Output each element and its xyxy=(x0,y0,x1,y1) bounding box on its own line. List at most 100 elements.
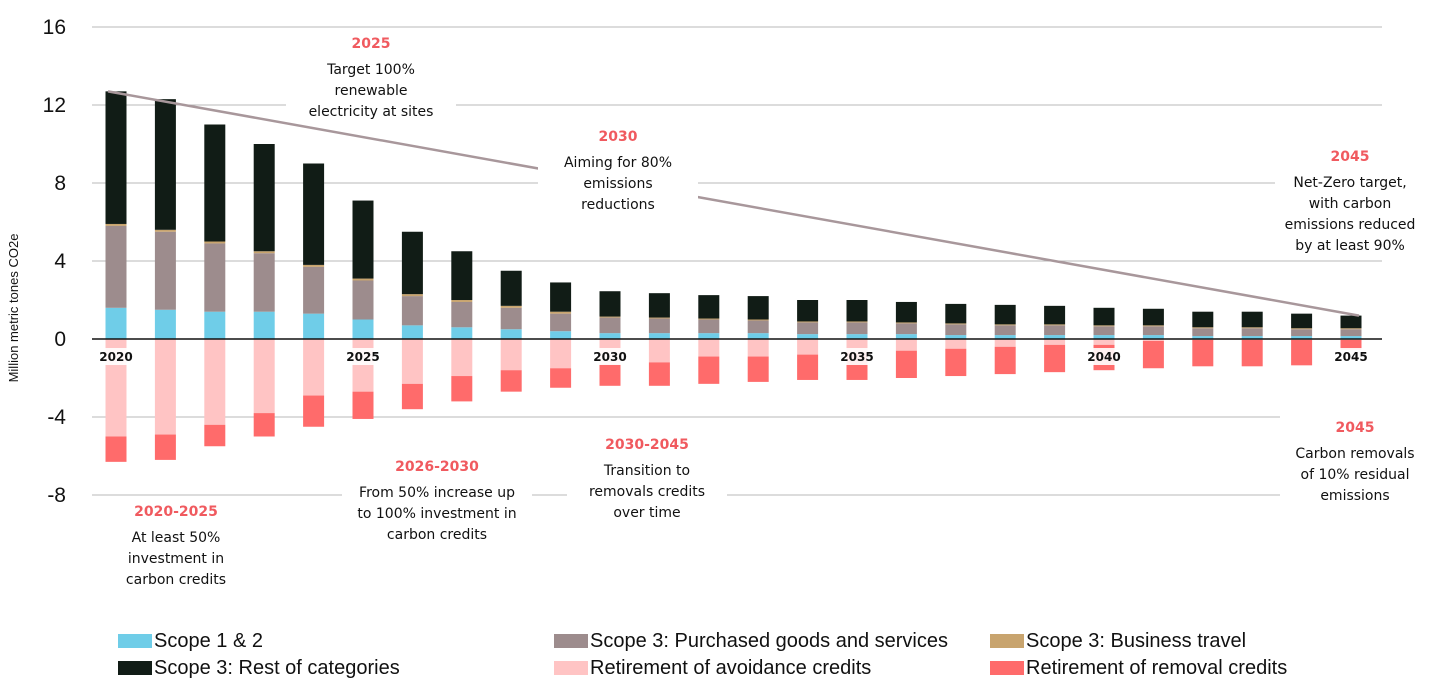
bar-segment-2042-s2 xyxy=(1192,327,1214,329)
bar-segment-2025-s4 xyxy=(352,339,374,392)
bar-segment-2020-s5 xyxy=(105,436,127,462)
bar-segment-2028-s5 xyxy=(500,370,522,392)
bar-segment-2031-s4 xyxy=(648,339,670,363)
bars xyxy=(105,91,1362,462)
annotation-line: Carbon removals xyxy=(1295,446,1414,462)
bar-segment-2037-s3 xyxy=(945,303,967,324)
annotation-bg xyxy=(342,453,532,538)
bar-segment-2036-s1 xyxy=(895,323,917,335)
bar-segment-2039-s0 xyxy=(1044,335,1066,339)
annotation-line: emissions reduced xyxy=(1285,217,1416,233)
bar-segment-2031-s3 xyxy=(648,293,670,318)
legend-item: Scope 3: Business travel xyxy=(990,628,1246,654)
bar-segment-2043-s3 xyxy=(1241,311,1263,328)
bar-segment-2042-s0 xyxy=(1192,336,1214,339)
bar-segment-2044-s1 xyxy=(1291,329,1313,337)
bar-segment-2024-s4 xyxy=(303,339,325,396)
bar-segment-2020-s1 xyxy=(105,225,127,308)
bar-segment-2028-s0 xyxy=(500,329,522,339)
annotation-bg xyxy=(1280,414,1430,499)
bar-segment-2029-s0 xyxy=(550,331,572,339)
bar-segment-2039-s4 xyxy=(1044,339,1066,345)
bar-segment-2023-s2 xyxy=(253,251,275,254)
bar-segment-2032-s0 xyxy=(698,333,720,339)
bar-segment-2043-s2 xyxy=(1241,327,1263,329)
bar-segment-2020-s0 xyxy=(105,307,127,339)
y-axis-ticks: 16 12 8 4 0 -4 -8 xyxy=(43,16,67,507)
bar-segment-2034-s3 xyxy=(797,300,819,322)
bar-segment-2035-s0 xyxy=(846,334,868,339)
bar-segment-2026-s5 xyxy=(401,383,423,410)
annotation-line: emissions xyxy=(583,176,652,192)
gridlines xyxy=(92,26,1382,496)
bar-segment-2040-s2 xyxy=(1093,325,1115,327)
bar-segment-2037-s4 xyxy=(945,339,967,349)
bar-segment-2040-s0 xyxy=(1093,335,1115,339)
bar-segment-2026-s0 xyxy=(401,325,423,339)
bar-segment-2021-s1 xyxy=(154,231,176,310)
bar-segment-2022-s4 xyxy=(204,339,226,425)
annotations: 2025 Target 100% renewable electricity at s… xyxy=(106,30,1430,588)
annotation-bg xyxy=(106,498,246,583)
bar-segment-2023-s5 xyxy=(253,413,275,437)
bar-segment-2045-s0 xyxy=(1340,336,1362,339)
bar-segment-2030-s2 xyxy=(599,316,621,318)
bar-segment-2039-s5 xyxy=(1044,344,1066,373)
bar-segment-2025-s2 xyxy=(352,278,374,281)
annotation-2045: 2045 Carbon removals of 10% residual emissi… xyxy=(1280,414,1430,504)
annotation-line: Target 100% xyxy=(326,62,415,78)
x-tick-label: 2040 xyxy=(1087,350,1120,364)
bar-segment-2034-s2 xyxy=(797,321,819,323)
annotation-year: 2020-2025 xyxy=(134,504,218,520)
x-label-bg xyxy=(1333,348,1369,365)
annotation-year: 2045 xyxy=(1336,420,1375,436)
annotation-year: 2030 xyxy=(599,129,638,145)
legend-label: Retirement of removal credits xyxy=(1026,656,1288,679)
bar-segment-2029-s2 xyxy=(550,311,572,314)
legend-label: Scope 3: Rest of categories xyxy=(154,656,400,679)
bar-segment-2020-s3 xyxy=(105,91,127,224)
annotation-year: 2045 xyxy=(1331,149,1370,165)
legend-swatch xyxy=(554,634,588,648)
legend-item: Retirement of removal credits xyxy=(990,655,1287,681)
bar-segment-2037-s5 xyxy=(945,348,967,377)
annotation-line: investment in xyxy=(128,551,224,567)
y-tick-label: -4 xyxy=(47,406,66,429)
legend: Scope 1 & 2 Scope 3: Purchased goods and … xyxy=(118,628,1418,688)
legend-item: Scope 3: Purchased goods and services xyxy=(554,628,948,654)
x-tick-label: 2020 xyxy=(99,350,132,364)
annotation-2030-2045: 2030-2045 Transition to removals credits ov… xyxy=(567,431,727,521)
x-tick-label: 2035 xyxy=(840,350,873,364)
bar-segment-2024-s2 xyxy=(303,264,325,267)
annotation-bg xyxy=(567,431,727,516)
bar-segment-2020-s2 xyxy=(105,223,127,226)
bar-segment-2021-s0 xyxy=(154,309,176,339)
bar-segment-2021-s4 xyxy=(154,339,176,435)
annotation-bg xyxy=(286,30,456,115)
y-tick-label: 8 xyxy=(54,172,66,195)
bar-segment-2042-s1 xyxy=(1192,328,1214,337)
bar-segment-2033-s3 xyxy=(747,296,769,320)
bar-segment-2041-s5 xyxy=(1142,340,1164,369)
y-tick-label: -8 xyxy=(47,484,66,507)
bar-segment-2029-s1 xyxy=(550,313,572,332)
bar-segment-2030-s3 xyxy=(599,291,621,317)
x-label-bg xyxy=(1086,348,1122,365)
bar-segment-2028-s2 xyxy=(500,305,522,308)
bar-segment-2034-s4 xyxy=(797,339,819,355)
annotation-line: At least 50% xyxy=(132,530,221,546)
bar-segment-2026-s3 xyxy=(401,231,423,295)
bar-segment-2027-s3 xyxy=(451,251,473,300)
bar-segment-2034-s0 xyxy=(797,334,819,339)
annotation-line: renewable xyxy=(335,83,408,99)
annotation-2045: 2045 Net-Zero target, with carbon emissions… xyxy=(1275,143,1425,254)
annotation-year: 2026-2030 xyxy=(395,459,479,475)
annotation-line: Aiming for 80% xyxy=(564,155,672,171)
bar-segment-2021-s5 xyxy=(154,434,176,460)
annotation-line: by at least 90% xyxy=(1295,238,1405,254)
bar-segment-2039-s3 xyxy=(1044,305,1066,325)
bar-segment-2036-s5 xyxy=(895,350,917,378)
bar-segment-2031-s2 xyxy=(648,317,670,319)
bar-segment-2044-s0 xyxy=(1291,336,1313,339)
